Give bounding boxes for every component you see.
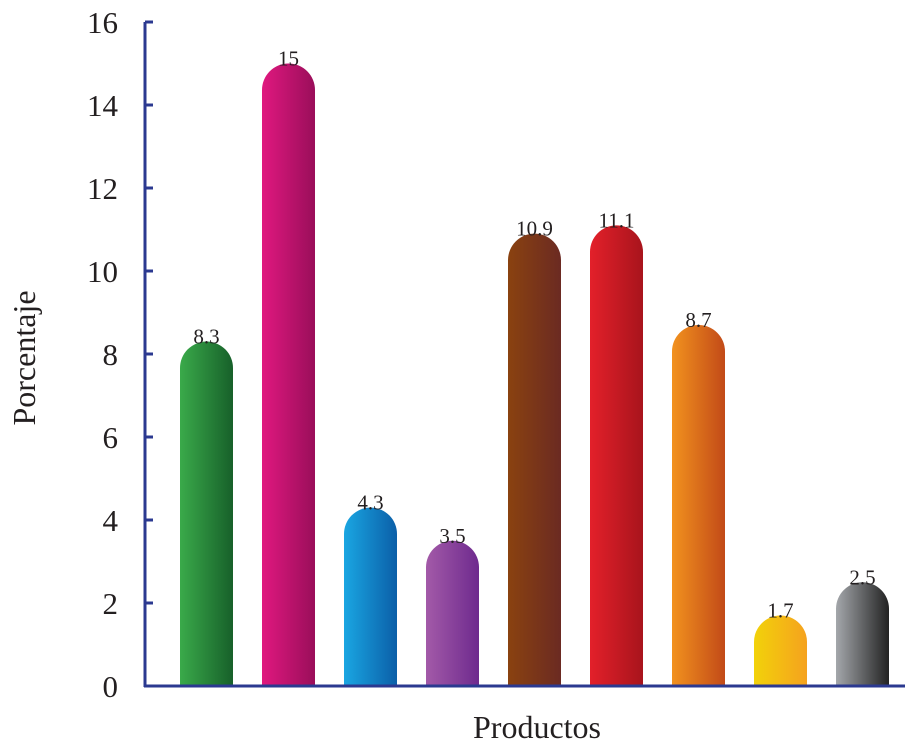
x-axis-title: Productos [473, 709, 601, 744]
y-tick-label: 16 [87, 5, 118, 40]
bar [262, 63, 315, 686]
data-label: 8.3 [193, 325, 219, 349]
bar [590, 225, 643, 686]
data-label: 1.7 [767, 598, 793, 622]
y-tick-label: 14 [87, 88, 119, 123]
data-label: 2.5 [849, 565, 875, 589]
y-axis-title: Porcentaje [6, 290, 42, 425]
axes-group [143, 20, 905, 688]
y-tick-label: 12 [87, 171, 118, 206]
y-tick-label: 2 [103, 586, 119, 621]
y-tick-label: 6 [103, 420, 119, 455]
data-label: 10.9 [516, 217, 553, 241]
y-tick-labels-group: 0 2 4 6 8 10 12 14 16 [87, 5, 119, 704]
y-tick-label: 10 [87, 254, 118, 289]
bar [344, 507, 397, 686]
data-labels-group: 8.3 15 4.3 3.5 10.9 11.1 8.7 1.7 2.5 [193, 47, 875, 623]
bar [754, 615, 807, 686]
bar [836, 582, 889, 686]
y-tick-label: 4 [103, 503, 119, 538]
y-tick-label: 8 [103, 337, 119, 372]
bars-group [180, 63, 889, 686]
bar [426, 540, 479, 686]
bar [180, 341, 233, 686]
data-label: 3.5 [439, 524, 465, 548]
data-label: 8.7 [685, 308, 711, 332]
y-tick-label: 0 [103, 669, 119, 704]
data-label: 4.3 [357, 491, 383, 515]
data-label: 11.1 [599, 208, 635, 232]
bar [508, 233, 561, 686]
data-label: 15 [278, 47, 299, 71]
bar [672, 324, 725, 686]
